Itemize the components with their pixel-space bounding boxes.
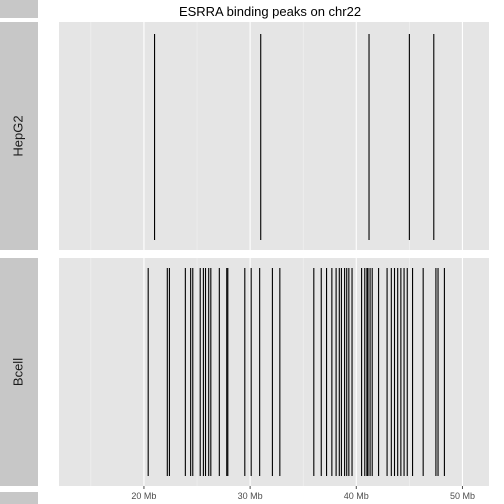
chart-title: ESRRA binding peaks on chr22 [179,4,361,19]
track-label: Bcell [10,358,25,386]
strip-corner [0,0,38,18]
track-bcell: Bcell [0,258,489,486]
panel-background [59,22,489,250]
x-tick-label: 30 Mb [238,491,263,501]
panel-background [59,258,489,486]
x-tick-label: 20 Mb [131,491,156,501]
x-tick-label: 40 Mb [344,491,369,501]
strip-corner-bottom [0,492,38,504]
tracks-layer: HepG2 Bcell [0,0,489,504]
track-hepg2: HepG2 [0,22,489,250]
x-axis: 20 Mb 30 Mb 40 Mb 50 Mb [131,486,475,501]
x-tick-label: 50 Mb [450,491,475,501]
track-label: HepG2 [10,115,25,156]
